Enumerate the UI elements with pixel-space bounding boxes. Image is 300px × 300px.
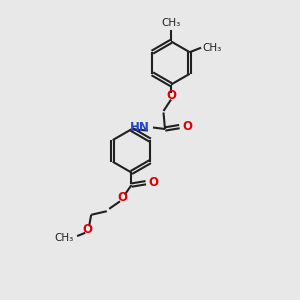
- Text: CH₃: CH₃: [161, 19, 181, 28]
- Text: O: O: [82, 223, 93, 236]
- Text: O: O: [166, 89, 176, 103]
- Text: O: O: [182, 120, 192, 133]
- Text: CH₃: CH₃: [202, 43, 222, 53]
- Text: HN: HN: [130, 121, 149, 134]
- Text: CH₃: CH₃: [55, 232, 74, 243]
- Text: O: O: [117, 191, 128, 204]
- Text: O: O: [149, 176, 159, 189]
